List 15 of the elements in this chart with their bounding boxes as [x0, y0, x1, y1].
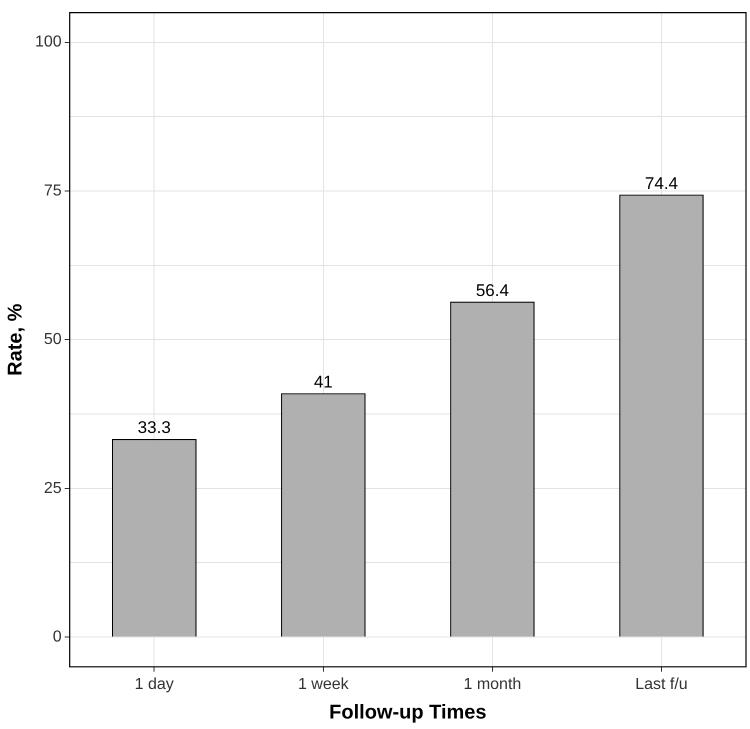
x-tick-label: 1 week [298, 676, 350, 693]
y-tick-label: 50 [44, 331, 62, 348]
y-tick-label: 25 [44, 480, 62, 497]
x-tick-label: Last f/u [635, 676, 688, 693]
y-tick-label: 100 [34, 34, 62, 51]
x-tick-label: 1 day [134, 676, 174, 693]
x-axis-title: Follow-up Times [329, 702, 487, 724]
y-tick-label: 0 [52, 628, 62, 646]
data-label: 33.3 [138, 418, 171, 438]
x-tick-label: 1 month [463, 676, 522, 693]
data-label: 74.4 [644, 174, 678, 193]
y-tick-label: 75 [44, 182, 62, 200]
y-axis-title: Rate, % [4, 303, 27, 376]
data-label: 56.4 [476, 280, 509, 300]
data-label: 41 [314, 372, 333, 392]
